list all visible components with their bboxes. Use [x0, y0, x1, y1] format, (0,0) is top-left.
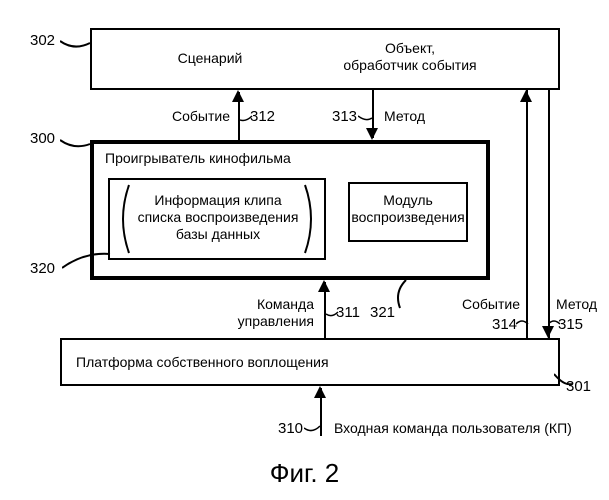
- lead-302: [60, 35, 92, 53]
- top-box-left-label: Сценарий: [150, 50, 270, 67]
- arrow-314-label: Событие: [450, 296, 520, 313]
- ref-313: 313: [332, 108, 357, 125]
- arrow-312-head: [232, 90, 244, 102]
- ref-320: 320: [30, 260, 55, 277]
- top-box-right-label: Объект, обработчик события: [320, 40, 500, 74]
- ref-314: 314: [492, 316, 517, 333]
- lead-313: [358, 112, 374, 126]
- lead-315: [548, 318, 562, 332]
- playback-module-label: Модуль воспроизведения: [350, 192, 466, 226]
- figure-caption: Фиг. 2: [0, 458, 609, 489]
- arrow-311-label: Команда управления: [214, 296, 314, 330]
- arrow-315-label: Метод: [556, 296, 606, 313]
- arrow-310-label: Входная команда пользователя (КП): [334, 420, 584, 437]
- lead-314: [516, 318, 530, 332]
- arrow-310-head: [314, 386, 326, 398]
- lead-300: [60, 134, 92, 152]
- lead-321: [394, 280, 418, 310]
- right-outer-line-2: [548, 90, 550, 338]
- arrow-313-head: [366, 128, 378, 140]
- lead-310: [304, 422, 322, 436]
- ref-310: 310: [278, 420, 303, 437]
- lead-311: [326, 308, 340, 322]
- arrow-313-label: Метод: [384, 108, 454, 125]
- player-title: Проигрыватель кинофильма: [105, 150, 325, 167]
- right-outer-line-1: [526, 90, 528, 338]
- arrow-312-label: Событие: [150, 108, 230, 125]
- ref-302: 302: [30, 32, 55, 49]
- lead-320: [62, 250, 112, 274]
- arrow-314-head: [520, 90, 532, 102]
- ref-300: 300: [30, 130, 55, 147]
- lead-312: [240, 112, 254, 126]
- arrow-311-head: [318, 280, 330, 292]
- lead-301: [554, 372, 574, 388]
- clip-info-label: Информация клипа списка воспроизведения …: [128, 192, 308, 242]
- ref-321: 321: [370, 304, 395, 321]
- platform-label: Платформа собственного воплощения: [76, 354, 396, 371]
